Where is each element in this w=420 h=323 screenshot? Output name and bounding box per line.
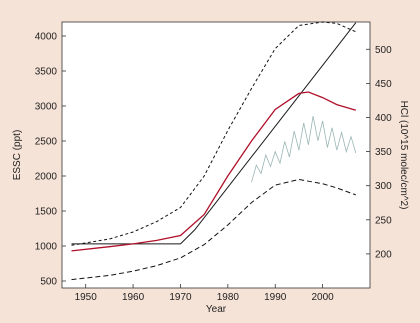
y-tick-label: 1000 <box>35 242 58 253</box>
series-line-dashed-upper <box>71 21 357 246</box>
essc-hcl-chart: 1950 1960 1970 1980 1990 2000 500 1000 1500 2000… <box>12 21 409 315</box>
x-tick-label: 1950 <box>75 292 98 303</box>
plot-area <box>61 21 371 289</box>
y-tick-label: 2500 <box>35 137 58 148</box>
hcl-observations <box>251 116 357 183</box>
y2-tick-label: 400 <box>375 113 392 124</box>
y2-axis-label: HCl (10^15 molec/cm^2) <box>398 101 409 210</box>
y-tick-label: 500 <box>40 277 57 288</box>
y-axis-ticks: 500 1000 1500 2000 2500 3000 3500 4000 <box>35 32 66 288</box>
series-line-hcl-observations <box>251 116 357 183</box>
x-axis-label: Year <box>206 304 227 315</box>
y2-axis-ticks: 200 250 300 350 400 450 500 <box>366 45 392 260</box>
y-axis-label: ESSC (ppt) <box>12 130 23 181</box>
series-lines <box>71 21 357 281</box>
series-line-solid-black <box>71 22 357 245</box>
y2-tick-label: 350 <box>375 147 392 158</box>
y2-tick-label: 450 <box>375 79 392 90</box>
chart-frame: 1950 1960 1970 1980 1990 2000 500 1000 1500 2000… <box>8 8 411 315</box>
series-line-solid-red <box>71 91 356 252</box>
series-line-dashed-lower <box>71 178 356 281</box>
x-axis-ticks: 1950 1960 1970 1980 1990 2000 <box>75 284 334 303</box>
y2-tick-label: 200 <box>375 249 392 260</box>
y2-tick-label: 500 <box>375 45 392 56</box>
y2-tick-label: 300 <box>375 181 392 192</box>
x-tick-label: 2000 <box>311 292 334 303</box>
y-tick-label: 3500 <box>35 67 58 78</box>
y-tick-label: 1500 <box>35 207 58 218</box>
y-tick-label: 2000 <box>35 172 58 183</box>
y2-tick-label: 250 <box>375 215 392 226</box>
y-tick-label: 4000 <box>35 32 58 43</box>
x-tick-label: 1970 <box>169 292 192 303</box>
x-tick-label: 1990 <box>264 292 287 303</box>
y-tick-label: 3000 <box>35 102 58 113</box>
x-tick-label: 1980 <box>217 292 240 303</box>
y2-label-text: HCl (10^15 molec/cm^2) <box>398 101 409 210</box>
x-tick-label: 1960 <box>122 292 145 303</box>
